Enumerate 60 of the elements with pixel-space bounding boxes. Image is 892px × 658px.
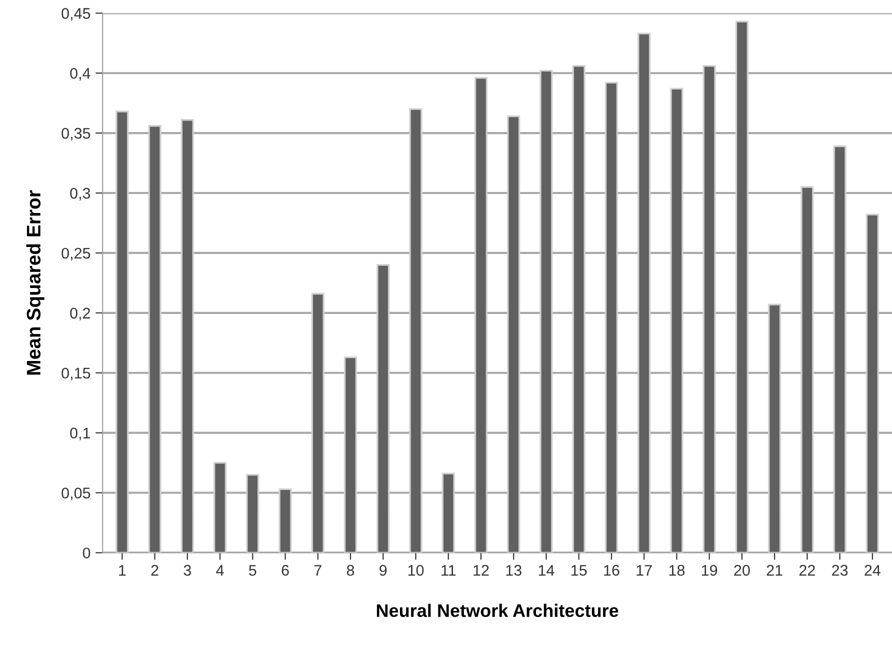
x-axis-title: Neural Network Architecture — [376, 604, 618, 618]
x-tick-label: 2 — [151, 564, 158, 576]
x-tick-label: 22 — [799, 564, 815, 576]
x-tick-label: 7 — [314, 565, 322, 576]
x-tick-label: 4 — [216, 565, 224, 576]
x-tick-label: 21 — [766, 564, 782, 576]
bar — [572, 65, 586, 553]
x-tick-label: 16 — [604, 564, 620, 576]
bar — [604, 82, 618, 553]
x-tick-label: 14 — [538, 565, 554, 576]
x-tick-label: 17 — [636, 565, 652, 576]
bar — [116, 110, 129, 553]
x-tick-label: 24 — [864, 564, 880, 576]
x-tick-label: 12 — [474, 564, 489, 576]
x-tick-label: 9 — [380, 564, 387, 576]
bar — [702, 65, 716, 553]
y-axis-title: Mean Squared Error — [26, 190, 44, 375]
bar — [278, 488, 292, 553]
y-tick-label: 0,15 — [62, 368, 90, 380]
bar — [180, 119, 194, 553]
x-tick-label: 3 — [184, 564, 191, 576]
x-tick-label: 11 — [442, 565, 456, 576]
y-tick-label: 0,1 — [70, 428, 90, 440]
bar — [540, 70, 553, 553]
y-tick-label: 0,05 — [62, 488, 90, 500]
bar — [833, 145, 846, 553]
x-tick-label: 15 — [572, 565, 587, 576]
x-tick-label: 5 — [249, 565, 256, 576]
bar — [246, 474, 260, 553]
y-tick-label: 0,3 — [70, 188, 90, 201]
x-tick-label: 13 — [506, 564, 522, 576]
x-tick-label: 10 — [408, 564, 424, 576]
y-tick-label: 0,4 — [70, 68, 90, 81]
bar — [800, 186, 814, 553]
bar — [768, 304, 782, 553]
bar — [735, 20, 748, 553]
x-tick-label: 23 — [832, 564, 848, 576]
bar — [148, 125, 162, 553]
y-tick-label: 0,2 — [70, 308, 90, 320]
y-tick-label: 0 — [82, 548, 90, 558]
y-tick-label: 0,35 — [62, 128, 90, 141]
x-tick-label: 6 — [282, 564, 289, 576]
x-tick-label: 18 — [669, 564, 685, 576]
y-tick-label: 0,25 — [62, 248, 90, 260]
bar — [442, 472, 455, 553]
bar — [638, 32, 651, 553]
x-tick-label: 1 — [119, 565, 126, 576]
bar — [409, 108, 422, 553]
bar — [376, 264, 390, 553]
bar — [213, 462, 227, 553]
x-tick-label: 8 — [346, 564, 354, 576]
y-tick-label: 0,45 — [62, 8, 90, 21]
x-tick-label: 20 — [734, 564, 750, 576]
x-tick-label: 19 — [702, 564, 718, 576]
bar — [866, 214, 879, 553]
bar — [311, 292, 324, 553]
bar — [507, 115, 520, 553]
bar — [474, 77, 488, 553]
bar — [670, 88, 684, 553]
bar — [344, 356, 358, 553]
